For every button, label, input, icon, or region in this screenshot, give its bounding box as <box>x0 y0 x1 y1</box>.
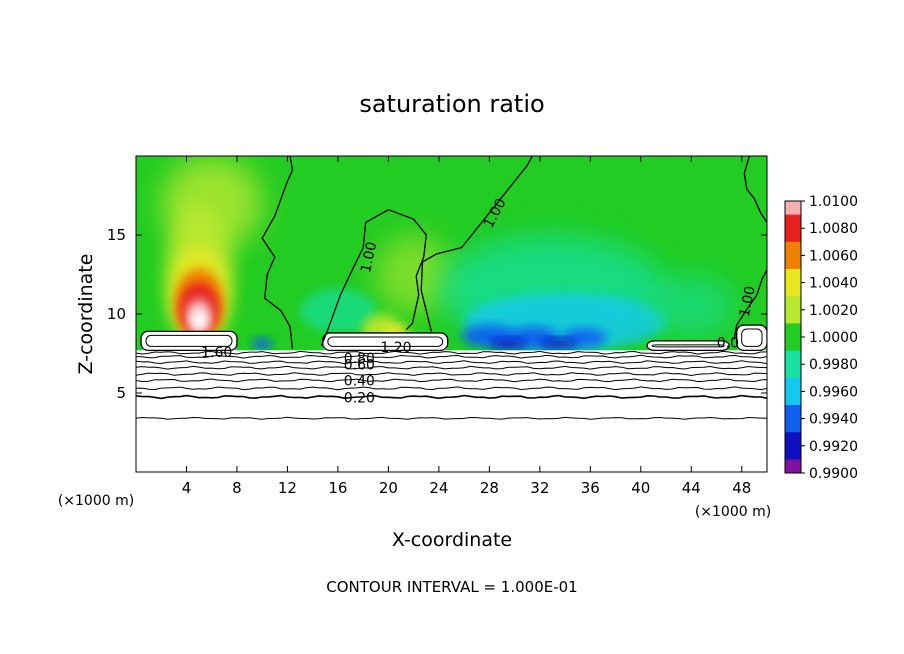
x-tick-label-6: 28 <box>480 479 499 497</box>
colorbar-label-1: 1.0080 <box>809 221 858 237</box>
contour-lines <box>136 156 767 420</box>
field-patch-5 <box>647 274 736 338</box>
x-unit-left: (×1000 m) <box>58 493 134 509</box>
colorbar-label-2: 1.0060 <box>809 248 858 264</box>
field-patch-9 <box>490 338 526 350</box>
x-tick-label-5: 24 <box>429 479 448 497</box>
contour-label-8: 0.20 <box>344 391 375 407</box>
colorbar-label-3: 1.0040 <box>809 276 858 292</box>
x-axis-ticks: 4 8 12 16 20 24 28 32 36 40 44 48 <box>182 156 751 497</box>
colorbar-swatch-5 <box>785 323 801 352</box>
contour-low-2 <box>136 386 767 391</box>
x-tick-label-1: 8 <box>232 479 242 497</box>
colorbar-swatch-6 <box>785 350 801 379</box>
lower-layer <box>136 350 767 472</box>
saturation-field <box>136 156 767 472</box>
colorbar-label-6: 0.9980 <box>809 357 858 373</box>
field-patch-1 <box>375 235 452 314</box>
field-patch-4 <box>300 288 376 333</box>
field-patch-10 <box>541 338 577 350</box>
cap-outline-0 <box>140 330 238 351</box>
contour-label-7: 0.40 <box>344 373 375 389</box>
colorbar-label-8: 0.9940 <box>809 412 858 428</box>
y-axis-label: Z-coordinate <box>75 254 97 375</box>
x-tick-label-7: 32 <box>530 479 549 497</box>
colorbar-label-7: 0.9960 <box>809 384 858 400</box>
colorbar: 1.0100 1.0080 1.0060 1.0040 1.0020 1.0000 0.99… <box>784 194 858 482</box>
colorbar-swatch-10 <box>785 459 801 474</box>
contour-low-5 <box>136 365 767 370</box>
x-axis-label: X-coordinate <box>392 529 512 551</box>
cloud-cap-3 <box>736 325 767 352</box>
contour-one-2 <box>420 156 533 332</box>
contour-interval-note: CONTOUR INTERVAL = 1.000E-01 <box>326 578 577 596</box>
colorbar-swatch-0 <box>785 201 801 216</box>
x-tick-label-0: 4 <box>182 479 192 497</box>
colorbar-swatch-1 <box>785 214 801 243</box>
field-patch-17 <box>190 309 208 332</box>
contour-low-7 <box>136 354 767 359</box>
x-tick-label-11: 48 <box>732 479 751 497</box>
contour-label-6: 0.60 <box>344 358 375 374</box>
contour-one-0 <box>261 156 294 349</box>
contour-low-1 <box>136 394 767 400</box>
cap-inner-1 <box>327 336 444 347</box>
colorbar-label-4: 1.0020 <box>809 303 858 319</box>
contour-label-9: 0.0 <box>717 335 739 351</box>
colorbar-swatch-7 <box>785 377 801 406</box>
contour-low-0 <box>136 416 767 420</box>
x-tick-label-9: 40 <box>631 479 650 497</box>
cloud-cap-2 <box>647 340 730 352</box>
contour-label-3: 1.60 <box>201 345 232 361</box>
contour-low-3 <box>136 378 767 383</box>
contour-low-4 <box>136 372 767 377</box>
field-patch-11 <box>252 337 273 351</box>
x-unit-right: (×1000 m) <box>695 504 771 520</box>
y-tick-label-1: 10 <box>107 305 126 323</box>
x-tick-label-10: 44 <box>682 479 701 497</box>
contour-one-1 <box>320 208 427 346</box>
colorbar-swatch-8 <box>785 405 801 433</box>
contour-one-3 <box>733 269 767 340</box>
x-tick-label-2: 12 <box>278 479 297 497</box>
colorbar-swatch-4 <box>785 296 801 324</box>
contour-low-6 <box>136 360 767 365</box>
colorbar-swatch-2 <box>785 241 801 270</box>
y-tick-label-0: 5 <box>116 384 126 402</box>
y-tick-label-2: 15 <box>107 226 126 244</box>
x-tick-label-3: 16 <box>328 479 347 497</box>
contour-low-8 <box>136 350 767 355</box>
cap-inner-2 <box>651 344 725 348</box>
contour-one-4 <box>743 156 767 223</box>
contour-label-0: 1.00 <box>358 240 380 274</box>
contour-label-5: 0.80 <box>344 351 375 367</box>
x-tick-label-8: 36 <box>581 479 600 497</box>
y-axis-ticks: 5 10 15 <box>107 226 767 402</box>
colorbar-label-0: 1.0100 <box>809 194 858 210</box>
colorbar-swatch-9 <box>785 432 801 460</box>
colorbar-label-5: 1.0000 <box>809 330 858 346</box>
contour-label-4: 1.20 <box>380 340 411 356</box>
cap-outline-2 <box>646 340 730 351</box>
contour-label-2: 1.00 <box>737 285 759 319</box>
x-tick-label-4: 20 <box>379 479 398 497</box>
colorbar-swatch-3 <box>785 269 801 297</box>
cap-inner-0 <box>145 334 233 347</box>
cap-inner-3 <box>741 328 763 347</box>
colorbar-label-10: 0.9900 <box>809 466 858 482</box>
colorbar-label-9: 0.9920 <box>809 439 858 455</box>
chart-title: saturation ratio <box>359 90 544 118</box>
